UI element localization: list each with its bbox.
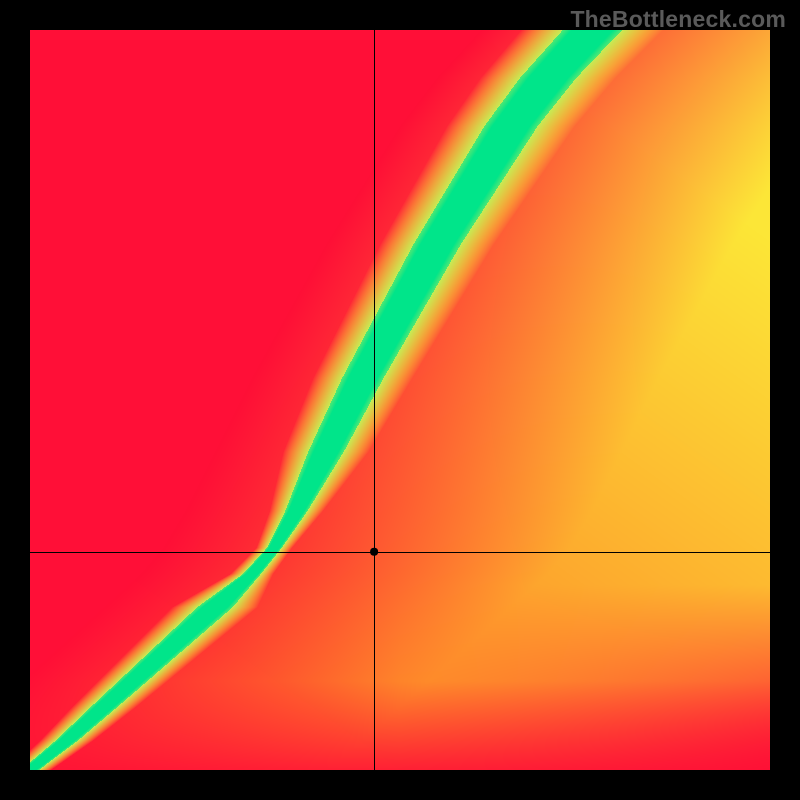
heatmap-plot bbox=[30, 30, 770, 770]
heatmap-canvas bbox=[30, 30, 770, 770]
watermark-text: TheBottleneck.com bbox=[570, 6, 786, 33]
chart-container: TheBottleneck.com bbox=[0, 0, 800, 800]
